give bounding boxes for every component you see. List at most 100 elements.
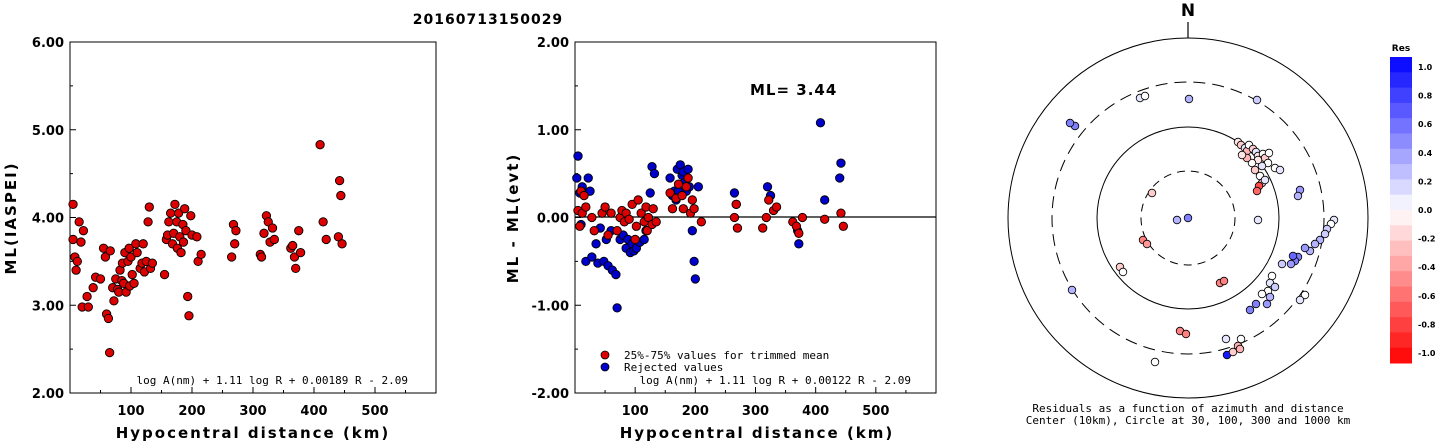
colorbar-cell [1390, 133, 1412, 150]
colorbar-tick-label: -0.4 [1418, 263, 1436, 272]
chart2-rejected-point [693, 182, 703, 192]
ring-300km [1051, 81, 1325, 355]
chart2-rejected-point [639, 234, 649, 245]
colorbar-cell [1390, 347, 1412, 364]
c1-ytick-label: 2.00 [32, 387, 64, 402]
residual-vs-distance-chart: 100 200 300 400 500 -2.00 -1.00 0.00 1.00 2.00 ML… [504, 36, 937, 441]
polar-point [1295, 295, 1305, 305]
chart2-rejected-point [762, 182, 773, 192]
colorbar-tick-label: 1.0 [1418, 63, 1433, 72]
c2-ytick-label: -1.00 [532, 299, 569, 314]
colorbar-cell [1390, 164, 1412, 180]
colorbar-tick-label: -0.2 [1418, 235, 1436, 244]
colorbar-cell [1390, 72, 1412, 89]
chart1-point [184, 311, 194, 321]
chart2-accepted-point [667, 204, 678, 214]
polar-point [1300, 243, 1310, 253]
chart1-point [82, 291, 92, 302]
colorbar-cell [1390, 194, 1412, 211]
chart2-accepted-point [630, 234, 640, 245]
polar-point [1265, 292, 1275, 302]
colorbar-cell [1390, 271, 1412, 287]
chart2-accepted-point [600, 202, 610, 212]
chart2-rejected-point [835, 173, 845, 183]
polar-point [1067, 285, 1077, 295]
chart2-accepted-point [673, 179, 684, 189]
polar-point [1252, 186, 1262, 196]
chart1-points [68, 140, 347, 358]
c1-xtick-label: 500 [361, 404, 388, 419]
chart1-point [165, 208, 176, 218]
chart1-point [315, 140, 325, 150]
chart1-point [259, 228, 269, 238]
c2-xtick-label: 200 [682, 404, 709, 419]
residual-colorbar: Res 1.0 0.8 0.6 0.4 0.2 0.0 -0.2 -0.4 -0.6 -0.8 -1… [1390, 44, 1436, 364]
chart2-accepted-point [633, 195, 643, 205]
colorbar-tick-label: 0.4 [1418, 149, 1433, 158]
polar-point [1147, 188, 1157, 198]
chart1-point [71, 265, 81, 275]
chart2-rejected-point [683, 164, 693, 174]
legend-accepted-label: 25%-75% values for trimmed mean [624, 349, 829, 362]
chart2-accepted-point [642, 226, 652, 236]
chart2-rejected-point [573, 151, 583, 161]
chart1-point [170, 199, 180, 209]
chart2-rejected-point [794, 239, 804, 249]
colorbar-ticks: 1.0 0.8 0.6 0.4 0.2 0.0 -0.2 -0.4 -0.6 -0.8 -1.0 [1418, 63, 1436, 358]
chart1-point [231, 226, 241, 236]
chart1-point [176, 247, 186, 258]
polar-point [1172, 215, 1182, 225]
polar-point [1181, 329, 1191, 339]
chart1-point [337, 239, 347, 249]
polar-point [1320, 229, 1330, 239]
chart1-point [95, 274, 106, 284]
polar-point [1253, 215, 1263, 225]
chart2-accepted-point [587, 212, 597, 223]
chart2-rejected-point [836, 158, 846, 168]
chart1-point [183, 291, 193, 302]
chart2-accepted-point [820, 214, 830, 224]
chart2-rejected-point [665, 173, 675, 183]
chart2-rejected-point [612, 303, 622, 313]
chart1-point [267, 223, 278, 233]
chart2-accepted-point [651, 217, 661, 227]
chart2-accepted-point [606, 208, 616, 218]
chart1-point [68, 234, 78, 245]
colorbar-cell [1390, 332, 1412, 349]
c1-xtick-label: 200 [178, 404, 205, 419]
polar-point [1184, 94, 1194, 104]
chart1-point [318, 217, 328, 227]
polar-point [1270, 282, 1280, 292]
polar-point [1260, 175, 1270, 185]
chart2-accepted-point [631, 221, 642, 231]
chart2-rejected-point [690, 274, 700, 284]
polar-point [1286, 259, 1296, 269]
ring-100km [1096, 126, 1280, 310]
polar-point [1142, 239, 1152, 249]
polar-point [1262, 299, 1272, 309]
chart2-accepted-point [603, 230, 613, 240]
polar-point [1250, 165, 1260, 175]
chart1-point [144, 202, 154, 212]
polar-point [1221, 334, 1231, 344]
polar-caption-2: Center (10km), Circle at 30, 100, 300 an… [1026, 414, 1351, 427]
chart2-accepted-point [665, 188, 675, 198]
chart2-ml-annotation: ML= 3.44 [750, 81, 837, 99]
chart2-accepted-point [648, 204, 658, 214]
polar-point [1118, 267, 1128, 277]
chart1-point [129, 278, 139, 288]
chart1-point [226, 252, 237, 262]
polar-point [1228, 347, 1238, 357]
chart2-rejected-point [820, 195, 830, 205]
chart1-point [76, 237, 86, 247]
chart1-point [230, 239, 240, 249]
polar-point [1257, 161, 1267, 171]
chart1-point [336, 190, 346, 201]
chart2-rejected-point [815, 118, 826, 128]
chart2-rejected-point [687, 226, 697, 236]
chart2-accepted-point [689, 204, 699, 214]
chart2-accepted-point [764, 195, 774, 205]
colorbar-tick-label: -1.0 [1418, 349, 1436, 358]
polar-point [1237, 150, 1247, 160]
chart1-point [291, 263, 301, 274]
